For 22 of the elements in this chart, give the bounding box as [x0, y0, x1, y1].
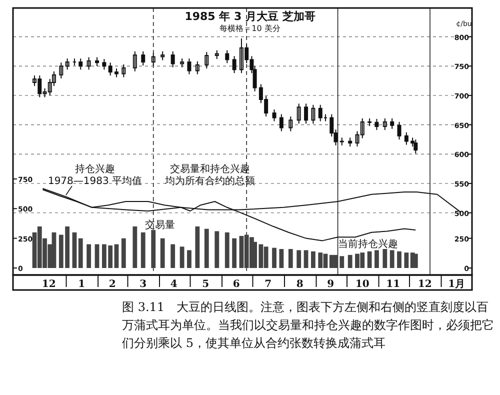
x-tick-label: 1月 — [448, 279, 466, 290]
x-tick-label: 4 — [170, 279, 178, 290]
text: 每横格＝10 美分 — [220, 24, 280, 33]
x-tick-label: 5 — [202, 279, 210, 290]
series-label: 交易量 — [145, 219, 175, 231]
x-tick-label: 1 — [78, 279, 86, 290]
x-tick-label: 11 — [386, 279, 400, 290]
x-tick-label: 12 — [42, 279, 56, 290]
x-tick-label: 3 — [140, 279, 147, 290]
caption: 图 3.11 大豆的日线图。注意，图表下方左侧和右侧的竖直刻度以百万蒲式耳为单位。当我们以交易量和持仓兴趣的数字作图时，必须把它们分别乘以 5，使其单位从合约张数转换成蒲式耳 — [122, 299, 494, 352]
series-label: 当前持仓兴趣 — [338, 238, 398, 250]
annotation: 均为所有合约的总额 — [164, 175, 255, 187]
chart-title: 1985 年 3 月大豆 芝加哥 — [184, 10, 316, 23]
x-tick-label: 6 — [232, 279, 240, 290]
x-tick-label: 10 — [355, 279, 370, 290]
x-tick-label: 7 — [264, 279, 272, 290]
series-label: 持仓兴趣 1978—1983 平均值 — [48, 163, 142, 187]
x-tick-label: 8 — [296, 279, 304, 290]
x-tick-label: 12 — [418, 279, 432, 290]
annotation: 交易量和持仓兴趣 — [170, 163, 250, 175]
x-tick-label: 9 — [327, 279, 334, 290]
x-tick-label: 2 — [108, 279, 116, 290]
